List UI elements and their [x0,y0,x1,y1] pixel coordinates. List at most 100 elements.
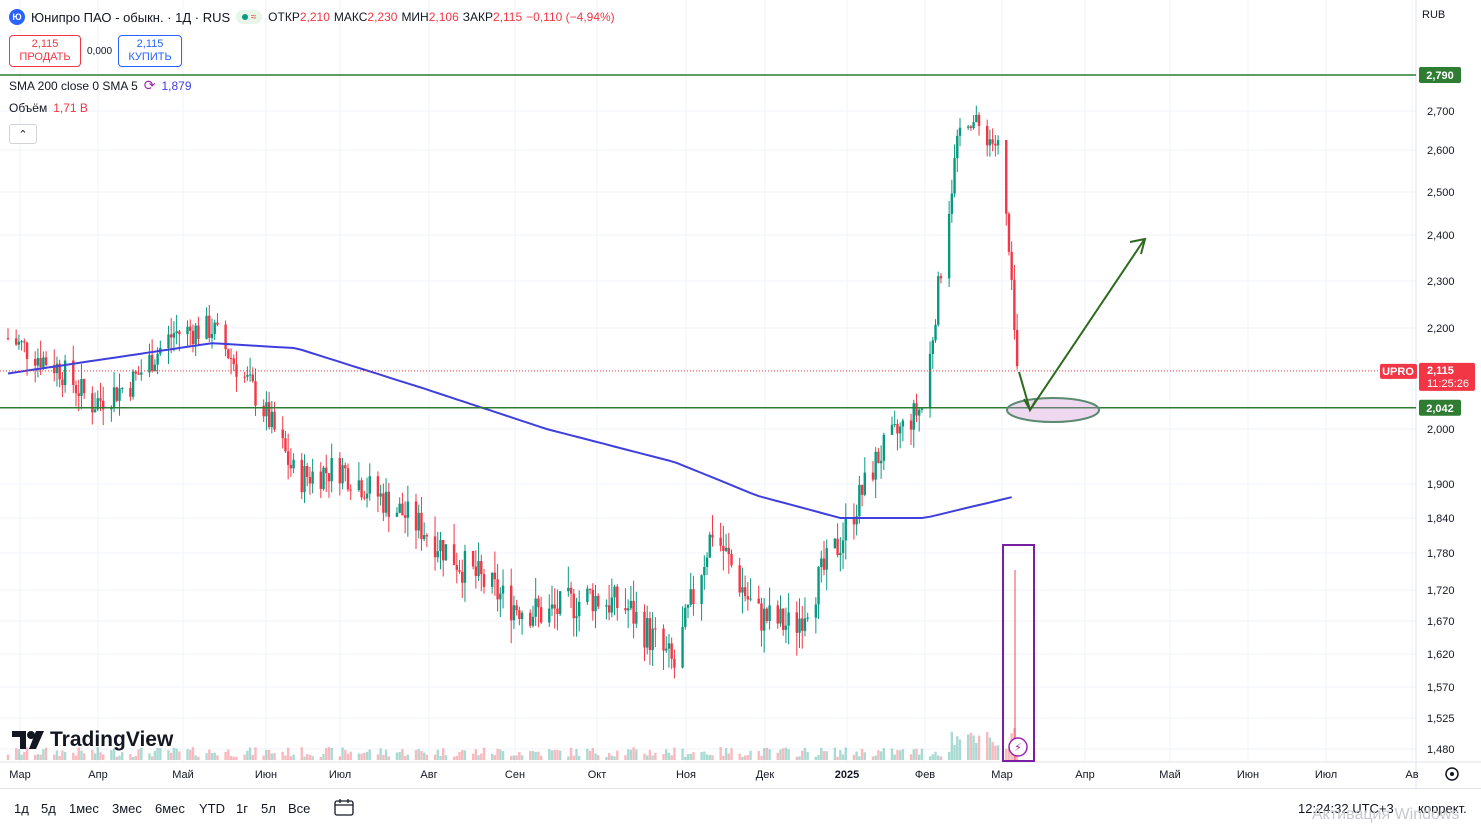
volume-bar [93,753,97,760]
volume-bar [662,754,665,760]
range-button-4[interactable]: 6мес [155,801,185,816]
candle-body [360,480,363,498]
volume-bar [852,754,856,760]
volume-bar [496,748,499,760]
range-button-0[interactable]: 1д [14,801,29,816]
candle-body [651,628,654,651]
volume-bar [327,747,331,760]
x-tick-label: Июн [1237,769,1259,781]
volume-bar [833,747,837,760]
range-button-3[interactable]: 3мес [112,801,142,816]
tradingview-logo[interactable]: TradingView [12,728,173,752]
range-button-1[interactable]: 5д [41,801,56,816]
volume-bar [349,751,352,760]
event-lightning-icon[interactable] [1008,737,1028,757]
volume-bar [6,754,10,760]
volume-bar [137,749,140,760]
volume-bar [224,751,227,760]
range-button-2[interactable]: 1мес [69,801,99,816]
volume-bar [82,753,86,760]
candle-body [17,341,21,345]
candle-body [605,605,608,607]
candle-body [624,608,627,611]
volume-bar [643,753,646,760]
candle-body [787,612,790,626]
candle-body [34,359,37,366]
range-button-7[interactable]: 5л [261,801,276,816]
symbol-title[interactable]: Юнипро ПАО - обыкн. · 1Д · RUS [31,9,231,25]
forecast-arrow[interactable] [1018,239,1145,413]
volume-bar [686,754,690,760]
range-button-8[interactable]: Все [288,801,311,816]
candle-body [719,537,722,546]
candle-body [836,538,839,556]
candle-body [422,535,426,540]
candle-body [594,595,597,612]
candle-body [91,393,94,413]
volume-bar [539,755,543,760]
volume-bar [387,756,390,760]
volume-bar [975,742,978,760]
volume-bar [890,748,894,760]
x-tick-label: Ноя [676,769,696,781]
volume-bar [227,749,230,760]
candle-body [890,424,894,435]
volume-bar [398,752,401,760]
candle-body [14,338,18,345]
ohlc-value: −0,110 (−4,94%) [526,10,615,24]
brand-name: TradingView [50,728,174,751]
volume-bar [365,751,369,760]
candle-body [102,400,105,410]
volume-bar [667,752,671,760]
volume-bar [909,754,913,760]
ohlc-value: 2,230 [367,10,398,24]
candle-body [705,557,709,568]
volume-bar [210,753,214,760]
volume-indicator-legend[interactable]: Объём 1,71 B [9,101,88,115]
ohlc-value: 2,210 [299,10,330,24]
candle-body [662,628,665,651]
candle-body [322,467,325,489]
range-button-6[interactable]: 1г [236,801,248,816]
volume-bar [882,748,886,760]
sell-button[interactable]: 2,115 ПРОДАТЬ [9,35,81,67]
lightning-glyph: ⚡ [1014,741,1022,754]
candle-body [749,598,752,600]
buy-button[interactable]: 2,115 КУПИТЬ [118,35,183,67]
support-zone-ellipse[interactable] [1006,397,1100,423]
candle-body [556,608,559,614]
adjust-toggle[interactable]: коррект. [1418,801,1467,816]
level-price-label: 2,790 [1426,70,1454,82]
date-range-calendar-icon[interactable] [333,798,355,816]
volume-bar [379,748,382,760]
candle-body [708,534,711,558]
volume-bar [529,751,532,760]
market-status-icon[interactable]: ≈ [236,10,263,24]
volume-bar [918,754,921,760]
volume-bar [170,752,173,760]
sma-indicator-legend[interactable]: SMA 200 close 0 SMA 5 ⟳ 1,879 [9,77,192,94]
candle-body [61,379,64,386]
volume-bar [613,756,616,760]
volume-bar [458,752,461,760]
volume-bar [311,756,314,760]
range-button-5[interactable]: YTD [199,801,225,816]
candle-body [613,586,616,598]
candle-body [115,387,118,401]
volume-bar [594,753,597,760]
axis-settings-icon[interactable] [1445,767,1459,781]
candle-body [1005,140,1008,214]
clock-timezone[interactable]: 12:24:32 UTC+3 [1298,801,1394,816]
candle-body [172,333,176,338]
volume-spike-box[interactable] [1002,544,1035,762]
currency-selector[interactable]: RUB [1422,9,1446,21]
collapse-legend-button[interactable]: ⌃ [9,124,37,144]
volume-bar [251,754,254,760]
refresh-icon[interactable]: ⟳ [143,77,156,93]
symbol-tag-label: UPRO [1382,366,1414,378]
volume-bar [708,754,711,760]
candle-body [461,571,464,583]
candle-body [762,608,766,631]
candle-body [1010,251,1013,280]
